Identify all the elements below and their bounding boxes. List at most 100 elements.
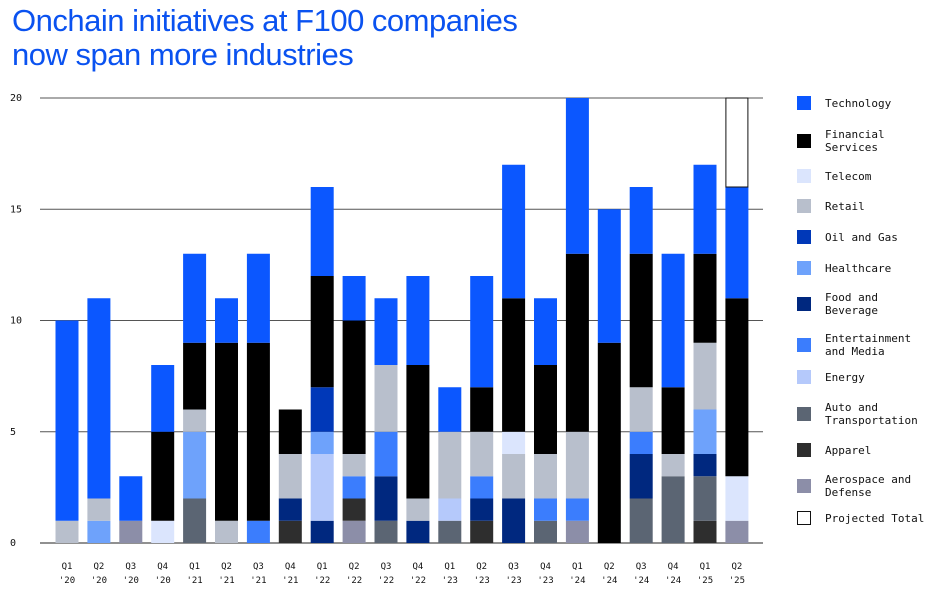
bar-stack xyxy=(534,298,557,543)
bar-segment xyxy=(183,253,207,343)
bar-segment xyxy=(629,431,653,454)
bar-segment xyxy=(246,520,270,543)
bar-stack xyxy=(246,253,270,543)
bar-segment xyxy=(534,365,557,454)
bar-stack xyxy=(374,298,398,543)
bar-segment xyxy=(725,476,749,521)
x-tick-label: '20 xyxy=(91,576,107,586)
bar-segment xyxy=(215,342,238,521)
bar-segment xyxy=(183,498,207,543)
x-tick-label: Q2 xyxy=(731,562,742,572)
bar-segment xyxy=(374,520,398,543)
y-tick-label: 15 xyxy=(10,204,22,215)
bar-stack xyxy=(183,253,207,543)
bar-segment xyxy=(661,387,685,454)
x-tick-label: '20 xyxy=(123,576,139,586)
legend-swatch xyxy=(797,443,811,457)
x-tick-label: Q1 xyxy=(62,562,73,572)
bar-segment xyxy=(629,498,653,543)
bar-segment xyxy=(661,454,685,477)
legend-label: Energy xyxy=(825,370,865,384)
bar-segment xyxy=(183,409,207,432)
bar-segment xyxy=(310,276,334,388)
x-tick-label: '20 xyxy=(155,576,171,586)
bar-segment xyxy=(502,498,526,543)
bar-segment xyxy=(725,520,749,543)
x-tick-label: Q2 xyxy=(604,562,615,572)
bar-stack xyxy=(438,387,462,543)
bar-segment xyxy=(470,276,494,388)
bar-segment xyxy=(629,187,653,254)
y-tick-label: 0 xyxy=(10,538,16,549)
bar-segment xyxy=(693,520,717,543)
bar-segment xyxy=(310,454,334,521)
x-tick-label: '25 xyxy=(729,576,745,586)
bar-segment xyxy=(693,409,717,454)
bar-segment xyxy=(87,520,111,543)
bar-segment xyxy=(215,520,238,543)
y-axis-ticks: 0 5 10 15 20 xyxy=(10,93,22,549)
bar-segment xyxy=(502,164,526,299)
bar-segment xyxy=(629,387,653,432)
bar-segment xyxy=(151,520,175,543)
legend-item: Apparel xyxy=(797,443,937,457)
bar-segment xyxy=(342,476,366,499)
bar-segment xyxy=(693,253,717,343)
bar-segment xyxy=(438,520,462,543)
bar-segment xyxy=(246,253,270,343)
legend-swatch xyxy=(797,261,811,275)
bar-segment xyxy=(502,454,526,499)
bar-stack xyxy=(502,164,526,543)
legend-swatch xyxy=(797,511,811,525)
x-tick-label: Q3 xyxy=(636,562,647,572)
bar-stack xyxy=(55,320,79,543)
grid-lines xyxy=(40,97,763,544)
x-tick-label: '23 xyxy=(537,576,553,586)
x-tick-label: '21 xyxy=(218,576,234,586)
x-tick-label: Q4 xyxy=(157,562,168,572)
bar-segment xyxy=(725,97,749,188)
bar-segment xyxy=(693,164,717,254)
bar-segment xyxy=(183,431,207,499)
x-axis-ticks: Q1 '20 Q2 '20 Q3 '20 Q4 '20 Q1 '21 Q2 '21 Q3 '21 Q4 '21… xyxy=(59,562,745,586)
bar-segment xyxy=(406,365,430,499)
bar-stack xyxy=(693,164,717,543)
bar-stack xyxy=(565,98,589,543)
legend-swatch xyxy=(797,479,811,493)
chart-title: Onchain initiatives at F100 companies no… xyxy=(12,4,518,72)
x-tick-label: Q3 xyxy=(508,562,519,572)
bar-segment xyxy=(342,320,366,454)
bar-segment xyxy=(534,298,557,365)
x-tick-label: Q2 xyxy=(476,562,487,572)
legend-item: Auto and Transportation xyxy=(797,401,937,427)
legend-item: Entertainment and Media xyxy=(797,332,937,358)
bar-segment xyxy=(374,476,398,521)
legend-label: Entertainment and Media xyxy=(825,332,912,358)
bars xyxy=(55,97,749,543)
x-tick-label: '22 xyxy=(410,576,426,586)
legend-swatch xyxy=(797,134,811,148)
legend-item: Technology xyxy=(797,96,937,110)
bar-stack xyxy=(310,187,334,543)
bar-segment xyxy=(565,520,589,543)
x-tick-label: Q4 xyxy=(540,562,551,572)
bar-segment xyxy=(87,298,111,499)
x-tick-label: Q1 xyxy=(444,562,455,572)
bar-segment xyxy=(374,365,398,432)
bar-segment xyxy=(661,476,685,543)
bar-segment xyxy=(310,387,334,432)
x-tick-label: '21 xyxy=(282,576,298,586)
y-tick-label: 20 xyxy=(10,93,22,104)
bar-segment xyxy=(693,454,717,477)
bar-stack xyxy=(119,476,143,543)
bar-segment xyxy=(502,298,526,432)
x-tick-label: '23 xyxy=(474,576,490,586)
x-tick-label: Q2 xyxy=(349,562,360,572)
bar-segment xyxy=(278,520,302,543)
bar-segment xyxy=(246,342,270,521)
legend-item: Aerospace and Defense xyxy=(797,473,937,499)
y-tick-label: 10 xyxy=(10,316,22,327)
bar-segment xyxy=(565,431,589,499)
legend-swatch xyxy=(797,407,811,421)
